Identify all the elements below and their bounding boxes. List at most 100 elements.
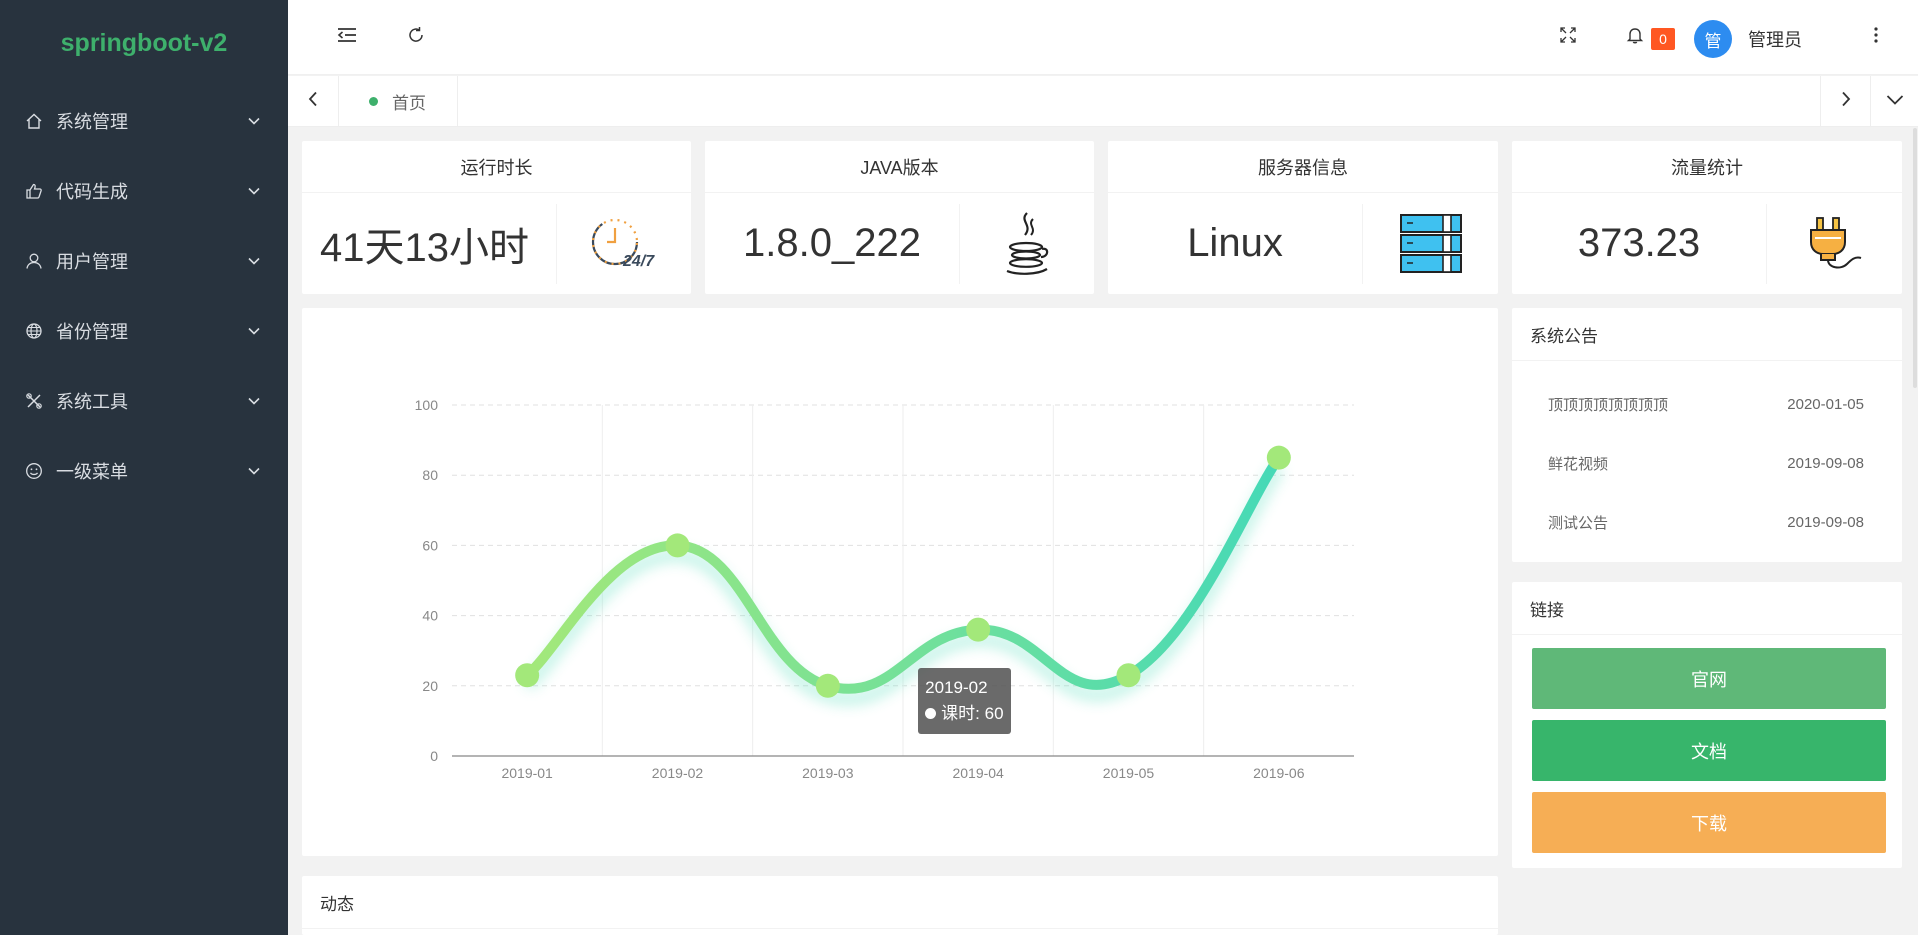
user-icon <box>24 251 44 271</box>
tab-home[interactable]: 首页 <box>338 76 458 127</box>
x-tick-label: 2019-06 <box>1253 765 1305 781</box>
y-tick-label: 0 <box>430 748 438 764</box>
clock-24-7-icon: 24/7 <box>556 203 691 284</box>
tooltip-value: 60 <box>984 704 1004 723</box>
page-scrollbar[interactable] <box>1913 128 1917 388</box>
x-tick-label: 2019-02 <box>652 765 704 781</box>
more-menu-button[interactable] <box>1861 22 1891 52</box>
notice-text: 鲜花视频 <box>1548 456 1609 473</box>
chevron-right-icon <box>1840 91 1852 112</box>
y-tick-label: 100 <box>415 397 439 413</box>
notice-title: 系统公告 <box>1512 308 1902 361</box>
activity-card: 动态 <box>302 876 1498 935</box>
chevron-down-icon <box>244 181 264 201</box>
chevron-down-icon <box>244 321 264 341</box>
more-vertical-icon <box>1873 26 1879 49</box>
x-tick-label: 2019-05 <box>1103 765 1155 781</box>
x-tick-label: 2019-03 <box>802 765 854 781</box>
data-point <box>966 617 991 642</box>
sidebar-item-first-menu[interactable]: 一级菜单 <box>0 436 288 506</box>
sidebar-item-system[interactable]: 系统管理 <box>0 86 288 156</box>
avatar[interactable]: 管 <box>1694 20 1732 58</box>
download-button[interactable]: 下载 <box>1532 792 1886 853</box>
stat-value: Linux <box>1187 221 1283 265</box>
line-chart[interactable]: 0 20 40 60 80 100 2019-01 2019-02 2019-03 2019-04… <box>302 308 1498 856</box>
chart-card: 0 20 40 60 80 100 2019-01 2019-02 2019-03 2019-04… <box>302 308 1498 856</box>
notice-item[interactable]: 鲜花视频 2019-09-08 <box>1512 434 1902 493</box>
server-icon <box>1362 203 1498 284</box>
collapse-sidebar-button[interactable] <box>332 22 362 52</box>
tabs-dropdown-button[interactable] <box>1870 76 1918 127</box>
notice-date: 2020-01-05 <box>1787 396 1864 413</box>
stat-card-java: JAVA版本 1.8.0_222 <box>705 141 1094 294</box>
x-tick-label: 2019-04 <box>952 765 1004 781</box>
sidebar-item-tools[interactable]: 系统工具 <box>0 366 288 436</box>
stat-card-traffic: 流量统计 373.23 <box>1512 141 1902 294</box>
fullscreen-icon <box>1560 26 1576 48</box>
series-line-shadow <box>523 464 1284 705</box>
thumbs-up-icon <box>24 181 44 201</box>
tooltip-title: 2019-02 <box>925 678 988 697</box>
notice-item[interactable]: 顶顶顶顶顶顶顶顶 2020-01-05 <box>1512 375 1902 434</box>
x-tick-label: 2019-01 <box>501 765 553 781</box>
chevron-down-icon <box>244 111 264 131</box>
data-point <box>665 533 690 558</box>
stat-card-server: 服务器信息 Linux <box>1108 141 1498 294</box>
chart-tooltip: 2019-02 课时: 60 <box>918 668 1011 734</box>
sidebar-item-label: 一级菜单 <box>56 462 128 482</box>
tooltip-series: 课时 <box>941 704 976 723</box>
bell-icon <box>1626 26 1644 49</box>
refresh-icon <box>407 26 425 49</box>
fullscreen-button[interactable] <box>1553 22 1583 52</box>
app-logo[interactable]: springboot-v2 <box>60 28 228 57</box>
stat-title: 运行时长 <box>302 141 691 193</box>
sidebar: springboot-v2 系统管理 代码生成 用户管理 省份管理 <box>0 0 288 935</box>
notice-text: 顶顶顶顶顶顶顶顶 <box>1548 397 1669 414</box>
stat-title: 流量统计 <box>1512 141 1902 193</box>
stat-card-uptime: 运行时长 41天13小时 24/7 <box>302 141 691 294</box>
tabs-scroll-right-button[interactable] <box>1820 76 1870 127</box>
tabs-bar: 首页 <box>288 76 1918 127</box>
notice-text: 测试公告 <box>1548 515 1609 532</box>
indent-icon <box>337 27 357 48</box>
notice-item[interactable]: 测试公告 2019-09-08 <box>1512 493 1902 552</box>
sidebar-item-label: 代码生成 <box>56 182 128 202</box>
series-line <box>522 452 1284 694</box>
data-point <box>1116 663 1141 688</box>
plug-icon <box>1766 203 1902 284</box>
sidebar-item-codegen[interactable]: 代码生成 <box>0 156 288 226</box>
data-point <box>515 663 540 688</box>
data-point <box>1266 445 1291 470</box>
chevron-down-icon <box>1886 93 1904 111</box>
chevron-left-icon <box>307 91 319 112</box>
notification-button[interactable] <box>1620 22 1650 52</box>
chevron-down-icon <box>244 251 264 271</box>
username[interactable]: 管理员 <box>1748 30 1802 50</box>
top-header: 0 管 管理员 <box>288 0 1918 75</box>
tools-icon <box>24 391 44 411</box>
y-tick-label: 20 <box>422 678 438 694</box>
tabs-scroll-left-button[interactable] <box>288 76 338 127</box>
svg-text:24/7: 24/7 <box>622 253 655 270</box>
y-tick-label: 60 <box>422 537 438 553</box>
active-tab-dot <box>369 97 378 106</box>
sidebar-item-label: 用户管理 <box>56 252 128 272</box>
notice-card: 系统公告 顶顶顶顶顶顶顶顶 2020-01-05 鲜花视频 2019-09-08… <box>1512 308 1902 562</box>
links-card: 链接 官网 文档 下载 <box>1512 582 1902 868</box>
home-icon <box>24 111 44 131</box>
chevron-down-icon <box>244 391 264 411</box>
notice-date: 2019-09-08 <box>1787 514 1864 531</box>
chevron-down-icon <box>244 461 264 481</box>
y-tick-label: 80 <box>422 467 438 483</box>
refresh-button[interactable] <box>401 22 431 52</box>
stat-value: 41天13小时 <box>320 225 529 270</box>
docs-button[interactable]: 文档 <box>1532 720 1886 781</box>
sidebar-item-users[interactable]: 用户管理 <box>0 226 288 296</box>
sidebar-item-province[interactable]: 省份管理 <box>0 296 288 366</box>
stat-title: 服务器信息 <box>1108 141 1498 193</box>
data-point <box>815 673 840 698</box>
java-icon <box>959 203 1094 284</box>
official-site-button[interactable]: 官网 <box>1532 648 1886 709</box>
stat-value: 373.23 <box>1577 221 1701 265</box>
stat-value: 1.8.0_222 <box>743 221 921 265</box>
